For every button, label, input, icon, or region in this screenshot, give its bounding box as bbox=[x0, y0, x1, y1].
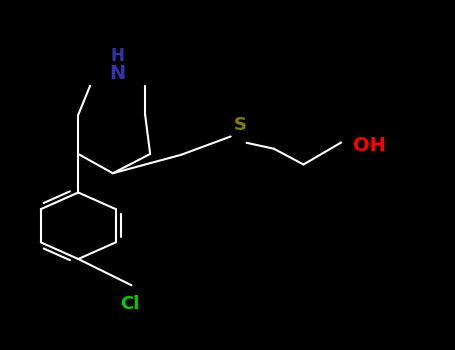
Text: S: S bbox=[233, 116, 246, 134]
Text: Cl: Cl bbox=[121, 295, 140, 313]
Text: OH: OH bbox=[353, 136, 385, 155]
Text: N: N bbox=[110, 64, 126, 83]
Text: H: H bbox=[111, 47, 125, 65]
